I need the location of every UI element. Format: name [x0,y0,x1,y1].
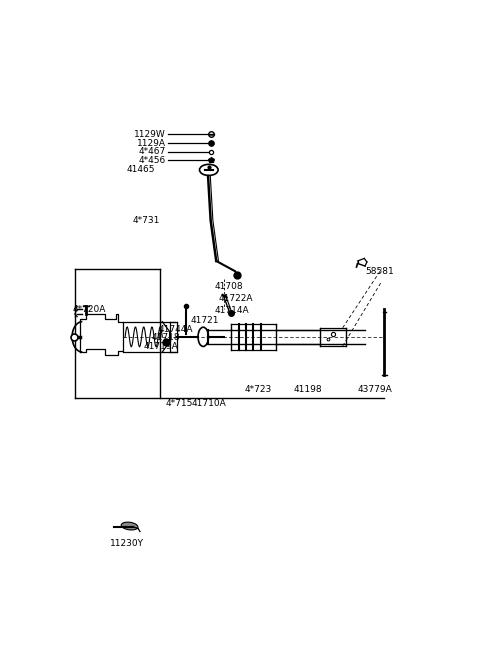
Text: 41721: 41721 [190,316,219,325]
Text: 41198: 41198 [294,386,322,394]
Text: 41722A: 41722A [218,294,252,304]
Text: 4*720A: 4*720A [73,305,107,313]
Text: 4*456: 4*456 [139,156,166,165]
Text: 4*731: 4*731 [132,216,160,225]
Text: 41714A: 41714A [215,306,249,315]
Text: 11230Y: 11230Y [110,539,144,548]
Text: 41465: 41465 [126,166,155,174]
Text: 4*715: 4*715 [166,399,193,408]
Text: 4*467: 4*467 [139,147,166,156]
Text: 1129A: 1129A [137,139,166,148]
Text: 41744A: 41744A [158,325,193,334]
Text: 1129W: 1129W [134,130,166,139]
Text: 41708: 41708 [215,282,243,291]
Text: 41718: 41718 [151,333,180,342]
Text: 43779A: 43779A [358,386,392,394]
Text: 58581: 58581 [365,267,394,275]
Text: 4*723: 4*723 [244,386,271,394]
Text: 41710A: 41710A [192,399,227,408]
Text: 41719A: 41719A [144,342,179,351]
Ellipse shape [121,522,138,530]
